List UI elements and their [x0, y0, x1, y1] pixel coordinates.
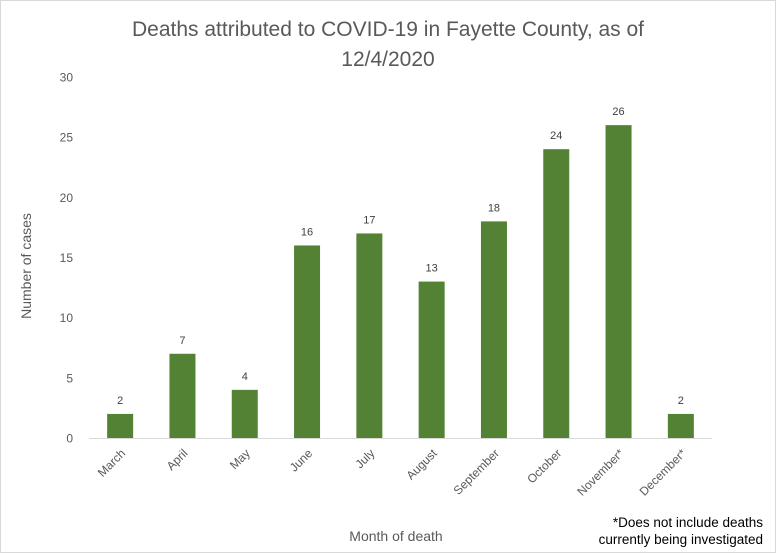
x-tick-label: July [352, 446, 377, 471]
footnote-line-1: *Does not include deaths [612, 515, 763, 530]
footnote: *Does not include deaths currently being… [599, 514, 763, 548]
data-label: 24 [550, 130, 562, 142]
data-label: 4 [242, 371, 248, 383]
bars [107, 125, 694, 438]
y-tick-label: 30 [60, 71, 74, 85]
chart-title: Deaths attributed to COVID-19 in Fayette… [1, 15, 775, 75]
y-tick-label: 20 [60, 191, 74, 205]
chart-title-line-1: Deaths attributed to COVID-19 in Fayette… [131, 18, 645, 41]
x-axis-ticks: March April May June July August September Octo… [95, 446, 689, 499]
y-axis-ticks: 0 5 10 15 20 25 30 [60, 71, 74, 446]
bar [480, 221, 507, 438]
x-tick-label: May [227, 446, 253, 472]
bar [418, 281, 445, 438]
x-tick-label: September [451, 446, 502, 497]
data-labels: 2 7 4 16 17 13 18 24 26 2 [117, 106, 684, 407]
data-label: 18 [488, 202, 500, 214]
x-tick-label: November* [574, 446, 627, 499]
x-tick-label: August [403, 446, 440, 483]
data-label: 2 [117, 395, 123, 407]
data-label: 2 [678, 395, 684, 407]
y-tick-label: 25 [60, 131, 74, 145]
bar [543, 149, 570, 438]
data-label: 17 [363, 214, 375, 226]
bar [107, 413, 134, 438]
y-tick-label: 15 [60, 251, 74, 265]
x-axis-label: Month of death [349, 528, 442, 544]
chart-title-line-2: 12/4/2020 [341, 48, 435, 71]
data-label: 7 [179, 335, 185, 347]
bar [667, 413, 694, 438]
x-tick-label: December* [637, 446, 690, 499]
data-label: 16 [301, 226, 313, 238]
footnote-line-2: currently being investigated [598, 532, 763, 547]
bar [356, 233, 383, 438]
x-tick-label: October [524, 446, 564, 486]
y-tick-label: 0 [66, 432, 73, 446]
bar [169, 353, 196, 438]
y-tick-label: 10 [60, 311, 74, 325]
bar [605, 125, 632, 438]
x-tick-label: June [287, 446, 316, 475]
x-tick-label: April [164, 446, 191, 473]
bar [231, 389, 258, 438]
data-label: 13 [426, 263, 438, 275]
bar [294, 245, 321, 438]
x-tick-label: March [95, 446, 128, 479]
data-label: 26 [612, 106, 624, 118]
y-axis-label: Number of cases [18, 213, 34, 319]
y-tick-label: 5 [66, 371, 73, 385]
